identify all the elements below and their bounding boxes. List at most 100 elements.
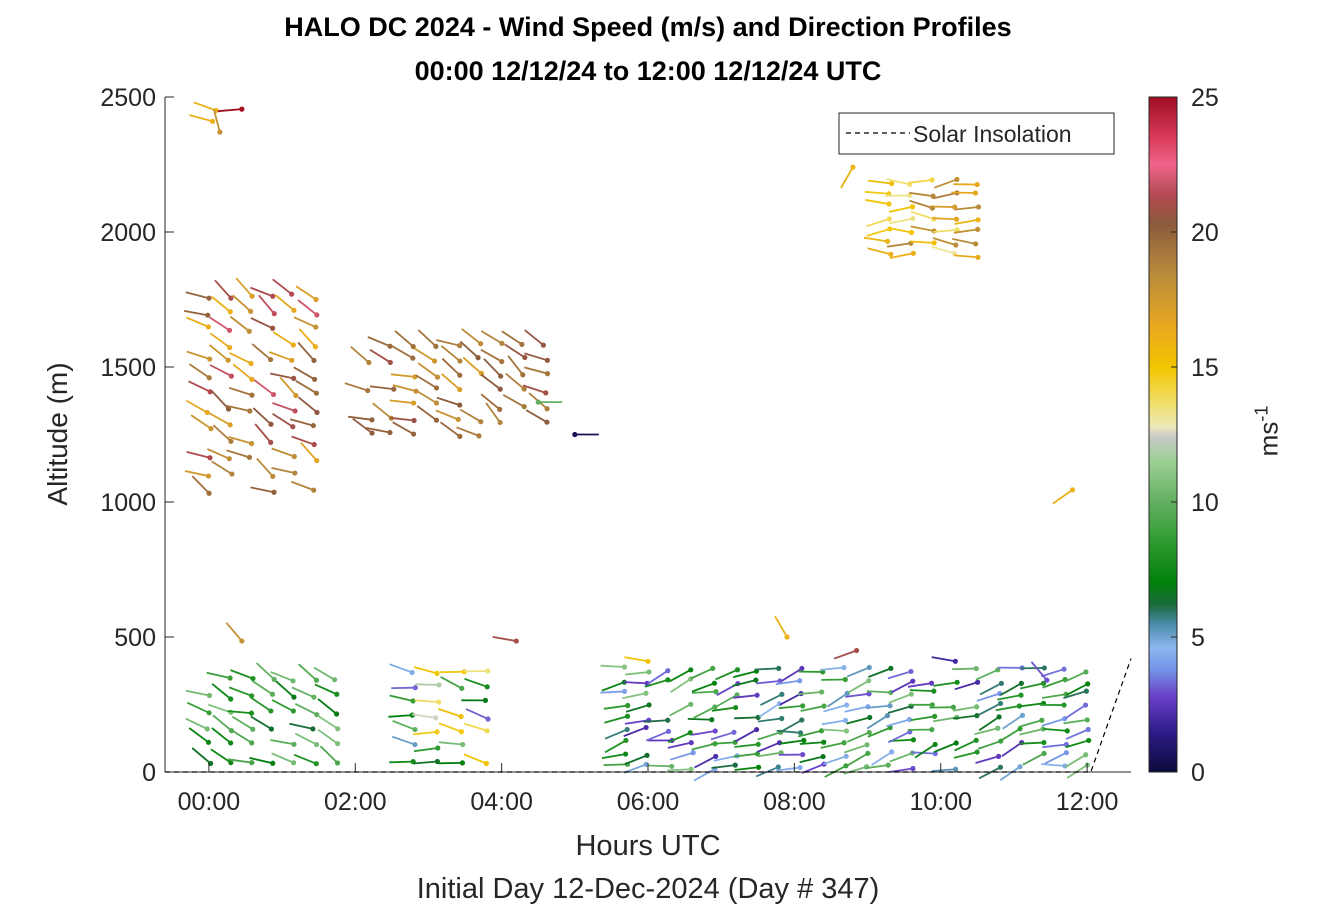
barb-shaft [909, 199, 933, 209]
barb-shaft [887, 226, 912, 234]
wind-barb [1000, 680, 1024, 696]
barb-shaft [272, 402, 296, 412]
wind-barb [392, 720, 418, 733]
barb-dot [866, 678, 872, 684]
barb-shaft [844, 705, 869, 713]
wind-barb [255, 662, 277, 682]
barb-dot [799, 665, 805, 672]
wind-barb [600, 688, 628, 695]
wind-barb [229, 315, 252, 334]
barb-dot [929, 727, 935, 733]
barb-dot [544, 419, 550, 425]
barb-shaft [480, 348, 503, 363]
barb-shaft [779, 692, 802, 706]
barb-dot [457, 402, 463, 408]
wind-barb [438, 722, 465, 735]
barb-shaft [1065, 728, 1089, 740]
barb-shaft [227, 758, 252, 764]
barb-shaft [235, 277, 253, 297]
barb-shaft [211, 727, 232, 744]
colorbar-tick-label: 15 [1191, 354, 1219, 382]
wind-barb [439, 421, 463, 439]
barb-shaft [976, 692, 1001, 702]
barb-shaft [298, 328, 317, 348]
barb-dot [1041, 665, 1047, 671]
wind-barb [604, 737, 629, 754]
barb-shaft [756, 741, 780, 753]
wind-barb [1066, 681, 1091, 696]
barb-shaft [206, 671, 231, 679]
wind-barb [601, 751, 629, 759]
y-tick-label: 2000 [100, 219, 156, 247]
barb-shaft [820, 741, 845, 749]
barb-shaft [756, 680, 781, 685]
barb-dot [458, 729, 465, 735]
wind-barb [228, 386, 255, 398]
barb-dot [206, 490, 212, 496]
wind-barb [644, 677, 671, 688]
barb-dot [268, 439, 274, 445]
barb-shaft [797, 691, 822, 696]
wind-barb [820, 740, 847, 749]
barb-dot [250, 726, 256, 732]
wind-barb [845, 691, 872, 698]
wind-barb [907, 727, 935, 733]
wind-barb [191, 475, 212, 496]
wind-barb [1002, 712, 1026, 730]
wind-barb [822, 728, 850, 734]
wind-barb [601, 679, 627, 692]
barb-shaft [188, 380, 211, 393]
barb-dot [688, 766, 694, 772]
colorbar-tick-label: 5 [1191, 624, 1205, 652]
barb-shaft [272, 331, 294, 346]
barb-dot [387, 343, 393, 349]
barb-shaft [211, 460, 233, 475]
barb-dot [412, 685, 418, 691]
barb-shaft [231, 715, 254, 730]
wind-barb [438, 760, 466, 766]
barb-shaft [250, 715, 272, 730]
wind-barb [1043, 728, 1070, 734]
barb-shaft [440, 345, 461, 362]
barb-shaft [249, 757, 273, 765]
barb-dot [521, 386, 527, 392]
wind-barb [623, 761, 649, 774]
barb-dot [908, 668, 914, 675]
barb-shaft [214, 279, 232, 299]
wind-barb [975, 753, 1002, 764]
barb-shaft [394, 330, 414, 348]
barb-shaft [931, 656, 956, 663]
barb-dot [932, 713, 938, 719]
wind-barb [456, 426, 482, 439]
barb-dot [850, 164, 856, 170]
barb-shaft [846, 731, 870, 743]
barb-shaft [389, 663, 413, 674]
barb-shaft [846, 752, 869, 767]
barb-dot [410, 698, 416, 704]
barb-shaft [300, 442, 318, 462]
barb-dot [313, 390, 320, 396]
wind-barb [604, 713, 631, 724]
wind-barb [931, 245, 957, 256]
wind-barb [230, 669, 256, 682]
y-tick-label: 1000 [100, 489, 156, 517]
barb-dot [543, 390, 549, 396]
wind-barb [1064, 752, 1089, 768]
barb-shaft [480, 393, 501, 411]
barb-shaft [691, 690, 717, 694]
barb-dot [434, 374, 441, 380]
barb-dot [732, 762, 738, 768]
wind-barb [389, 399, 417, 406]
barb-dot [227, 422, 233, 428]
barb-shaft [272, 412, 294, 428]
barb-shaft [1002, 714, 1023, 730]
wind-barb [252, 407, 274, 427]
barb-shaft [1066, 683, 1089, 696]
barb-dot [932, 741, 938, 748]
wind-barb [184, 470, 212, 479]
barb-dot [291, 760, 297, 766]
barb-dot [290, 678, 296, 684]
barb-shaft [910, 715, 935, 721]
colorbar-tick-label: 10 [1191, 489, 1219, 517]
wind-barb [185, 291, 212, 301]
